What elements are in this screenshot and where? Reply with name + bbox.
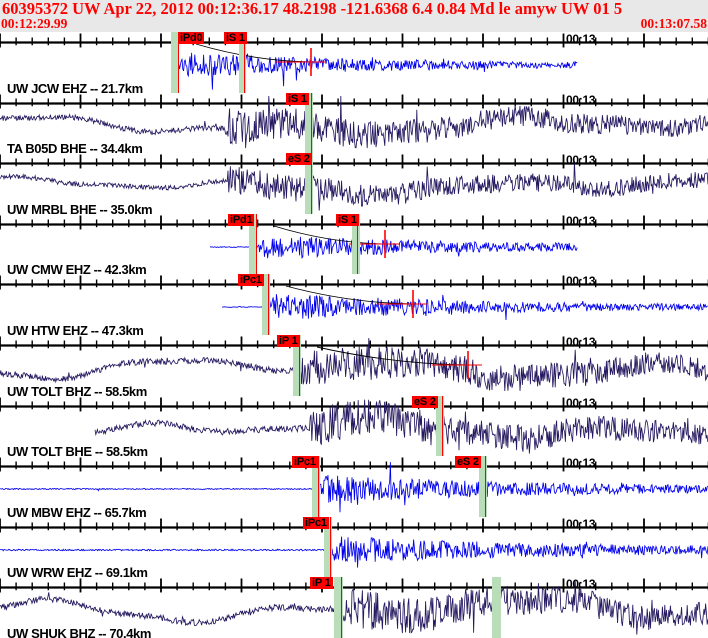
trace-panel[interactable]: iP 1 00:13 UW TOLT BHZ -- 58.5km — [0, 334, 708, 396]
pick-line[interactable] — [178, 32, 180, 93]
pick-window-band — [436, 395, 444, 457]
pick-window-band — [249, 213, 257, 275]
pick-window-band — [479, 456, 487, 517]
pick-flag[interactable]: eS 2 — [412, 395, 438, 408]
pick-line[interactable] — [341, 577, 343, 638]
station-label: TA B05D BHE -- 34.4km — [7, 141, 143, 154]
pick-flag[interactable]: iS 1 — [336, 213, 359, 226]
minute-time-label: 00:13 — [566, 456, 596, 471]
event-header: 60395372 UW Apr 22, 2012 00:12:36.17 48.… — [0, 0, 708, 32]
waveform-plot — [0, 94, 708, 149]
trace-panel[interactable]: iPc1 00:13 UW HTW EHZ -- 47.3km — [0, 274, 708, 335]
station-label: UW MBW EHZ -- 65.7km — [7, 504, 147, 517]
pick-window-band — [492, 577, 501, 638]
waveform-plot — [0, 336, 708, 391]
pick-window-band — [262, 274, 270, 335]
pick-flag[interactable]: eS 2 — [286, 153, 312, 166]
minute-time-label: 00:13 — [566, 516, 596, 531]
minute-time-label: 00:13 — [566, 92, 596, 107]
pick-window-band — [305, 153, 313, 214]
minute-time-label: 00:13 — [566, 153, 596, 168]
pick-window-band — [352, 213, 360, 275]
trace-panel-stack: iPd0 iS 1 00:13 UW JCW EHZ -- 21.7km iS 1 00:… — [0, 32, 708, 638]
trace-panel[interactable]: iPd1 iS 1 00:13 UW CMW EHZ -- 42.3km — [0, 213, 708, 275]
pick-flag[interactable]: iS 1 — [286, 92, 309, 105]
minute-time-label: 00:13 — [566, 395, 596, 410]
pick-line[interactable] — [318, 456, 320, 517]
station-label: UW HTW EHZ -- 47.3km — [7, 322, 144, 335]
pick-line[interactable] — [485, 456, 487, 517]
pick-line[interactable] — [311, 153, 313, 214]
waveform-plot — [0, 518, 708, 568]
pick-window-band — [239, 32, 246, 93]
trace-panel[interactable]: iPc1 00:13 UW WRW EHZ -- 69.1km — [0, 516, 708, 578]
station-label: UW TOLT BHE -- 58.5km — [7, 444, 148, 457]
pick-line[interactable] — [311, 92, 313, 154]
station-label: UW JCW EHZ -- 21.7km — [7, 80, 143, 93]
pick-line[interactable] — [442, 395, 444, 457]
pick-flag[interactable]: eS 2 — [455, 456, 481, 469]
pick-flag[interactable]: iPc1 — [303, 516, 329, 529]
pick-line[interactable] — [357, 213, 359, 275]
minute-time-label: 00:13 — [566, 577, 596, 592]
waveform-plot — [0, 397, 708, 454]
trace-panel[interactable]: eS 2 00:13 UW TOLT BHE -- 58.5km — [0, 395, 708, 457]
minute-time-label: 00:13 — [566, 32, 596, 46]
window-start-time: 00:12:29.99 — [1, 16, 68, 31]
pick-flag[interactable]: iPd0 — [178, 32, 205, 44]
waveform-plot — [0, 154, 708, 211]
minute-time-label: 00:13 — [566, 334, 596, 349]
pick-flag[interactable]: iPd1 — [228, 213, 255, 226]
pick-window-band — [312, 456, 320, 517]
trace-panel[interactable]: eS 2 00:13 UW MRBL BHE -- 35.0km — [0, 153, 708, 214]
pick-flag[interactable]: iS 1 — [224, 32, 247, 44]
pick-line[interactable] — [268, 274, 270, 335]
event-summary-line: 60395372 UW Apr 22, 2012 00:12:36.17 48.… — [2, 0, 623, 18]
minute-time-label: 00:13 — [566, 213, 596, 228]
pick-window-band — [334, 577, 343, 638]
pick-flag[interactable]: iP 1 — [310, 577, 333, 590]
trace-panel[interactable]: iP 1 00:13 UW SHUK BHZ -- 70.4km — [0, 577, 708, 638]
waveform-plot — [0, 457, 708, 513]
pick-window-band — [324, 516, 332, 578]
trace-panel[interactable]: iPc1 eS 2 00:13 UW MBW EHZ -- 65.7km — [0, 456, 708, 517]
pick-flag[interactable]: iPc1 — [238, 274, 264, 287]
station-label: UW SHUK BHZ -- 70.4km — [7, 625, 152, 638]
station-label: UW CMW EHZ -- 42.3km — [7, 262, 147, 275]
window-end-time: 00:13:07.58 — [640, 16, 707, 31]
station-label: UW MRBL BHE -- 35.0km — [7, 201, 153, 214]
pick-window-band — [305, 92, 313, 154]
pick-window-band — [171, 32, 179, 93]
trace-panel[interactable]: iS 1 00:13 TA B05D BHE -- 34.4km — [0, 92, 708, 154]
pick-line[interactable] — [256, 213, 258, 275]
minute-time-label: 00:13 — [566, 274, 596, 289]
pick-line[interactable] — [244, 32, 246, 93]
pick-window-band — [293, 334, 301, 396]
pick-line[interactable] — [299, 334, 301, 396]
station-label: UW TOLT BHZ -- 58.5km — [7, 383, 147, 396]
waveform-plot — [0, 578, 708, 635]
station-label: UW WRW EHZ -- 69.1km — [7, 565, 148, 578]
trace-panel[interactable]: iPd0 iS 1 00:13 UW JCW EHZ -- 21.7km — [0, 32, 708, 93]
pick-flag[interactable]: iP 1 — [277, 334, 300, 347]
pick-line[interactable] — [330, 516, 332, 578]
pick-flag[interactable]: iPc1 — [292, 456, 318, 469]
